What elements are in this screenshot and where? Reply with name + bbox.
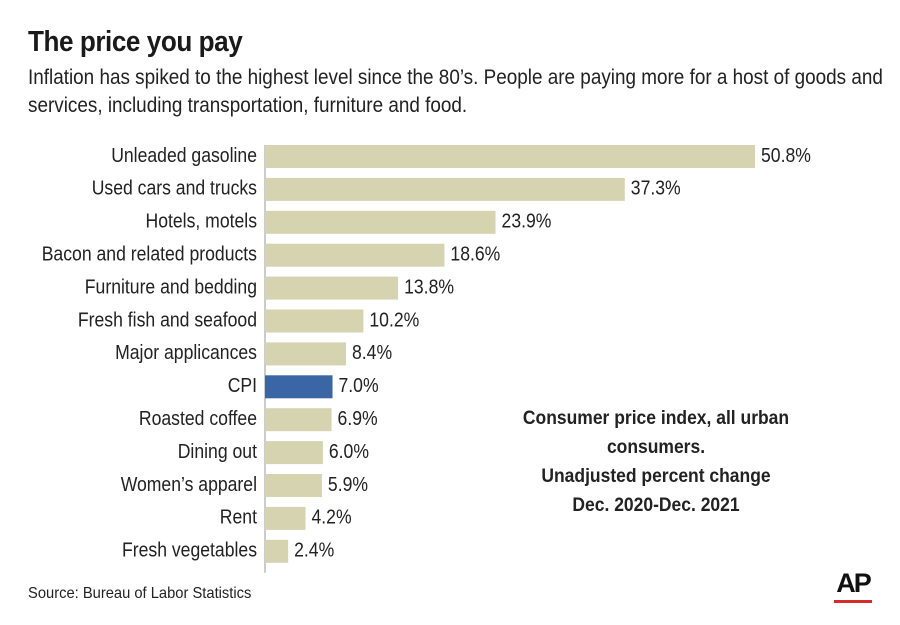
note-line-2: Unadjusted percent change	[541, 466, 771, 487]
value-label-3: 18.6%	[450, 243, 500, 265]
chart-title: The price you pay	[28, 26, 243, 58]
value-label-5: 10.2%	[369, 309, 419, 331]
ap-logo-rule	[834, 600, 872, 603]
bar-7	[265, 375, 333, 399]
bar-8	[265, 408, 332, 432]
bar-2	[265, 210, 496, 234]
category-label-6: Major applicances	[115, 342, 257, 364]
value-label-0: 50.8%	[761, 145, 811, 167]
bar-1	[265, 177, 625, 201]
value-label-8: 6.9%	[338, 408, 378, 430]
value-label-2: 23.9%	[502, 211, 552, 233]
category-label-12: Fresh vegetables	[122, 540, 257, 562]
value-label-6: 8.4%	[352, 342, 392, 364]
bar-5	[265, 309, 364, 333]
bar-9	[265, 441, 323, 465]
bar-3	[265, 243, 445, 267]
bar-6	[265, 342, 347, 366]
chart-note: Consumer price index, all urban consumer…	[470, 404, 842, 520]
value-label-10: 5.9%	[328, 474, 368, 496]
category-label-10: Women’s apparel	[121, 474, 257, 496]
category-label-2: Hotels, motels	[146, 211, 258, 233]
category-label-8: Roasted coffee	[139, 408, 257, 430]
chart-subtitle: Inflation has spiked to the highest leve…	[28, 66, 883, 117]
note-line-1: Consumer price index, all urban consumer…	[522, 408, 790, 458]
category-label-7: CPI	[228, 375, 257, 397]
bar-11	[265, 506, 306, 530]
source-note: Source: Bureau of Labor Statistics	[28, 585, 252, 602]
category-label-11: Rent	[220, 507, 258, 529]
bar-0	[265, 145, 755, 168]
category-label-9: Dining out	[178, 441, 258, 463]
ap-logo-text: AP	[836, 568, 871, 598]
value-label-7: 7.0%	[339, 375, 379, 397]
note-line-3: Dec. 2020-Dec. 2021	[572, 495, 740, 516]
value-label-12: 2.4%	[294, 540, 334, 562]
category-label-1: Used cars and trucks	[92, 178, 257, 200]
category-label-0: Unleaded gasoline	[111, 145, 257, 167]
value-label-4: 13.8%	[404, 276, 454, 298]
category-label-4: Furniture and bedding	[85, 276, 257, 298]
bar-4	[265, 276, 399, 300]
bar-10	[265, 474, 322, 497]
value-label-9: 6.0%	[329, 441, 369, 463]
ap-logo: AP	[834, 568, 872, 603]
category-label-3: Bacon and related products	[42, 243, 257, 265]
category-label-5: Fresh fish and seafood	[78, 309, 257, 331]
bar-12	[265, 539, 289, 563]
value-label-11: 4.2%	[312, 507, 352, 529]
value-label-1: 37.3%	[631, 178, 681, 200]
